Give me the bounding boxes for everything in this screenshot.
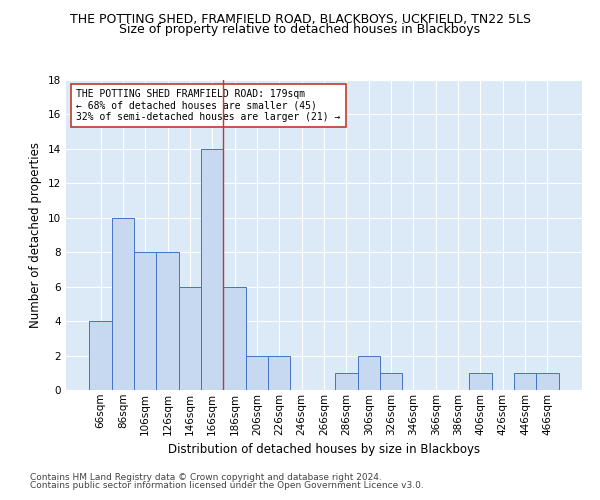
- Bar: [536, 373, 559, 390]
- Bar: [246, 356, 268, 390]
- Bar: [514, 373, 536, 390]
- Text: Contains public sector information licensed under the Open Government Licence v3: Contains public sector information licen…: [30, 481, 424, 490]
- Bar: [157, 252, 179, 390]
- Text: Size of property relative to detached houses in Blackboys: Size of property relative to detached ho…: [119, 22, 481, 36]
- Text: THE POTTING SHED, FRAMFIELD ROAD, BLACKBOYS, UCKFIELD, TN22 5LS: THE POTTING SHED, FRAMFIELD ROAD, BLACKB…: [70, 12, 530, 26]
- Bar: [358, 356, 380, 390]
- Y-axis label: Number of detached properties: Number of detached properties: [29, 142, 43, 328]
- Bar: [89, 321, 112, 390]
- Bar: [179, 286, 201, 390]
- Bar: [469, 373, 491, 390]
- Bar: [134, 252, 157, 390]
- X-axis label: Distribution of detached houses by size in Blackboys: Distribution of detached houses by size …: [168, 443, 480, 456]
- Bar: [223, 286, 246, 390]
- Text: THE POTTING SHED FRAMFIELD ROAD: 179sqm
← 68% of detached houses are smaller (45: THE POTTING SHED FRAMFIELD ROAD: 179sqm …: [76, 90, 341, 122]
- Bar: [112, 218, 134, 390]
- Text: Contains HM Land Registry data © Crown copyright and database right 2024.: Contains HM Land Registry data © Crown c…: [30, 472, 382, 482]
- Bar: [201, 149, 223, 390]
- Bar: [268, 356, 290, 390]
- Bar: [380, 373, 402, 390]
- Bar: [335, 373, 358, 390]
